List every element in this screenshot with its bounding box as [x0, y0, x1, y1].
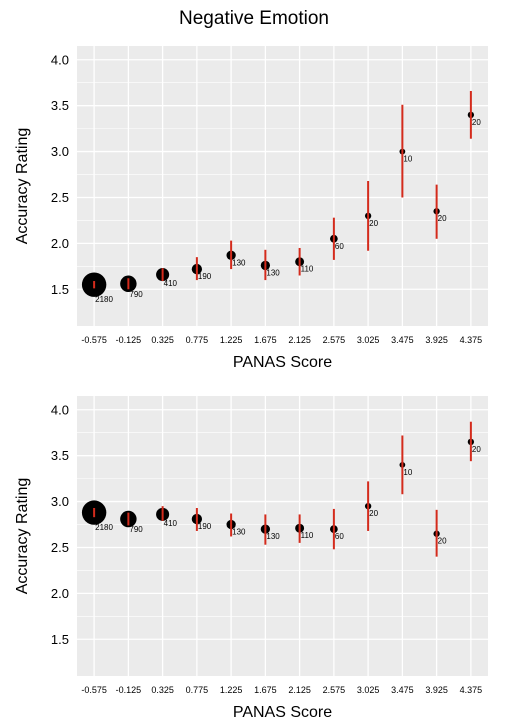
- bottom-x-axis-title: PANAS Score: [233, 704, 332, 721]
- top-y-axis-title: Accuracy Rating: [14, 128, 31, 245]
- bottom-count-label: 60: [335, 532, 344, 541]
- bottom-y-tick-label: 4.0: [51, 402, 69, 417]
- bottom-y-tick-label: 3.5: [51, 448, 69, 463]
- top-y-tick-label: 3.5: [51, 98, 69, 113]
- top-x-tick-label: 0.325: [151, 335, 174, 345]
- bottom-count-label: 20: [369, 509, 378, 518]
- bottom-x-tick-label: 0.325: [151, 685, 174, 695]
- bottom-x-tick-label: 0.775: [186, 685, 209, 695]
- bottom-count-label: 2180: [95, 523, 113, 532]
- bottom-y-tick-label: 2.0: [51, 586, 69, 601]
- chart-top: 1.5 2.0 2.5 3.0 3.5 4.0 -0.575 -0.125 0.325 0.775…: [14, 46, 488, 371]
- top-count-label: 190: [198, 272, 212, 281]
- top-x-tick-label: 3.475: [391, 335, 414, 345]
- top-count-label: 130: [266, 268, 280, 277]
- bottom-x-tick-label: 4.375: [460, 685, 483, 695]
- top-count-label: 130: [232, 258, 246, 267]
- bottom-count-label: 190: [198, 522, 212, 531]
- bottom-count-label: 790: [129, 525, 143, 534]
- bottom-y-axis-title: Accuracy Rating: [14, 478, 31, 595]
- top-x-tick-label: -0.125: [116, 335, 142, 345]
- bottom-x-tick-label: 1.675: [254, 685, 277, 695]
- bottom-count-label: 130: [266, 532, 280, 541]
- top-x-tick-label: 0.775: [186, 335, 209, 345]
- top-count-label: 20: [438, 214, 447, 223]
- bottom-count-label: 20: [438, 537, 447, 546]
- top-x-tick-label: 1.675: [254, 335, 277, 345]
- bottom-y-tick-label: 3.0: [51, 494, 69, 509]
- top-x-tick-label: -0.575: [81, 335, 107, 345]
- top-y-tick-label: 1.5: [51, 282, 69, 297]
- top-count-label: 20: [472, 118, 481, 127]
- bottom-x-tick-label: 3.925: [425, 685, 448, 695]
- chart-bottom: 1.5 2.0 2.5 3.0 3.5 4.0 -0.575 -0.125 0.325 0.775…: [14, 396, 488, 721]
- bottom-y-tick-label: 2.5: [51, 540, 69, 555]
- top-x-axis-title: PANAS Score: [233, 354, 332, 371]
- bottom-y-tick-label: 1.5: [51, 632, 69, 647]
- top-x-tick-label: 3.025: [357, 335, 380, 345]
- bottom-x-tick-label: 2.575: [323, 685, 346, 695]
- bottom-count-label: 410: [164, 519, 178, 528]
- top-x-tick-label: 1.225: [220, 335, 243, 345]
- bottom-count-label: 10: [403, 468, 412, 477]
- top-y-tick-label: 4.0: [51, 52, 69, 67]
- top-y-tick-label: 3.0: [51, 144, 69, 159]
- bottom-count-label: 110: [301, 531, 314, 540]
- top-count-label: 790: [129, 290, 143, 299]
- bottom-x-tick-label: -0.125: [116, 685, 142, 695]
- bottom-x-tick-label: 1.225: [220, 685, 243, 695]
- bottom-x-tick-label: 2.125: [288, 685, 311, 695]
- top-y-tick-label: 2.5: [51, 190, 69, 205]
- top-x-tick-label: 2.575: [323, 335, 346, 345]
- top-count-label: 60: [335, 242, 344, 251]
- top-count-label: 10: [403, 155, 412, 164]
- top-count-label: 110: [301, 265, 314, 274]
- bottom-x-tick-label: -0.575: [81, 685, 107, 695]
- top-count-label: 2180: [95, 295, 113, 304]
- top-x-tick-label: 2.125: [288, 335, 311, 345]
- bottom-count-label: 130: [232, 528, 246, 537]
- top-plot-panel: [77, 46, 488, 326]
- top-x-tick-label: 4.375: [460, 335, 483, 345]
- bottom-count-label: 20: [472, 445, 481, 454]
- bottom-x-tick-label: 3.025: [357, 685, 380, 695]
- top-x-tick-label: 3.925: [425, 335, 448, 345]
- top-count-label: 410: [164, 279, 178, 288]
- chart-title: Negative Emotion: [179, 8, 329, 29]
- bottom-x-tick-label: 3.475: [391, 685, 414, 695]
- top-y-tick-label: 2.0: [51, 236, 69, 251]
- top-count-label: 20: [369, 219, 378, 228]
- bottom-plot-panel: [77, 396, 488, 676]
